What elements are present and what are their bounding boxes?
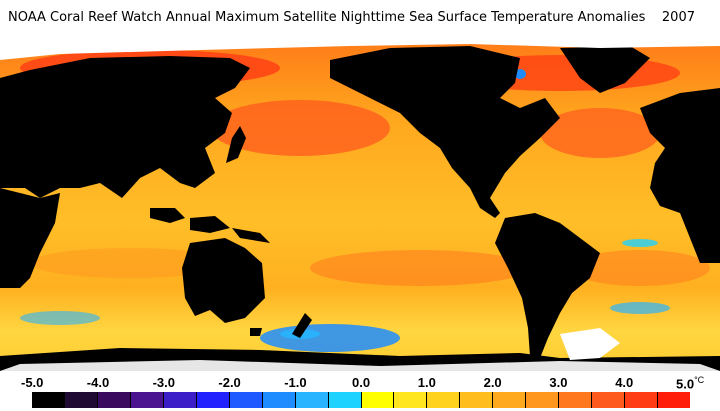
colorbar-swatch — [526, 392, 560, 408]
colorbar-swatch — [493, 392, 527, 408]
colorbar-swatch — [427, 392, 461, 408]
colorbar-swatch — [64, 392, 98, 408]
colorbar-swatch — [130, 392, 164, 408]
colorbar-tick-label: -2.0 — [218, 375, 241, 390]
landmasses — [0, 46, 720, 371]
colorbar-tick-label: 4.0 — [615, 375, 634, 390]
colorbar-swatch — [658, 392, 691, 408]
colorbar-swatch — [394, 392, 428, 408]
colorbar-tick-label: 1.0 — [417, 375, 436, 390]
colorbar-swatch — [559, 392, 593, 408]
sst-anomaly-map — [0, 38, 720, 371]
colorbar-swatch — [361, 392, 395, 408]
colorbar-swatch — [229, 392, 263, 408]
colorbar-tick-label: -3.0 — [152, 375, 175, 390]
colorbar-swatch — [625, 392, 659, 408]
colorbar-swatch — [328, 392, 362, 408]
sea-ice — [0, 38, 720, 371]
colorbar-swatch — [295, 392, 329, 408]
colorbar-swatch — [460, 392, 494, 408]
colorbar-tick-label: 2.0 — [483, 375, 502, 390]
colorbar-swatch — [262, 392, 296, 408]
colorbar-tick-label: 3.0 — [549, 375, 568, 390]
colorbar-tick-label: -5.0 — [21, 375, 44, 390]
cool-anomaly-areas — [20, 69, 670, 352]
colorbar-tick-labels: -5.0 -4.0 -3.0 -2.0 -1.0 0.0 1.0 2.0 3.0 4.0 5.0°C — [0, 375, 720, 391]
colorbar-tick-label: 5.0°C — [676, 375, 705, 392]
colorbar — [32, 392, 691, 408]
colorbar-swatch — [97, 392, 131, 408]
warm-anomaly-areas — [20, 50, 710, 286]
title-text: NOAA Coral Reef Watch Annual Maximum Sat… — [8, 10, 646, 25]
map-title: NOAA Coral Reef Watch Annual Maximum Sat… — [8, 10, 695, 25]
colorbar-tick-label: -1.0 — [284, 375, 307, 390]
colorbar-tick-label: 0.0 — [352, 375, 371, 390]
title-year: 2007 — [661, 10, 695, 25]
colorbar-swatch — [592, 392, 626, 408]
colorbar-swatch — [163, 392, 197, 408]
colorbar-tick-label: -4.0 — [86, 375, 110, 390]
colorbar-swatch — [32, 392, 65, 408]
colorbar-unit: °C — [694, 375, 705, 385]
colorbar-swatch — [196, 392, 230, 408]
